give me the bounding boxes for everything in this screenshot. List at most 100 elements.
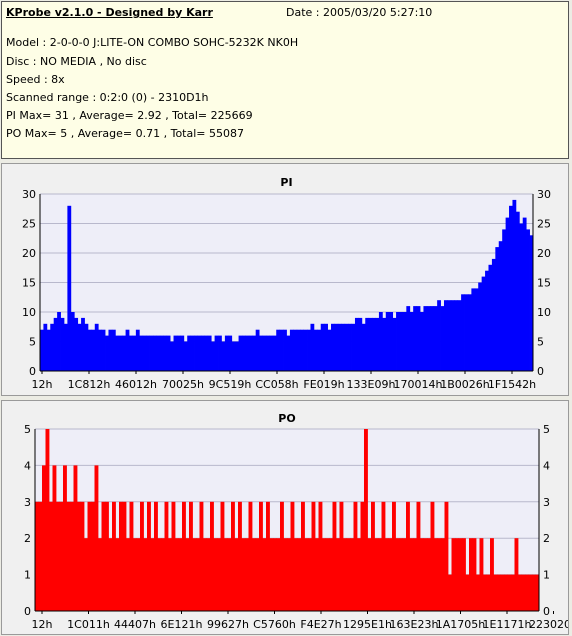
data-bar [493, 574, 498, 611]
data-bar [248, 335, 253, 371]
data-bar [461, 294, 465, 371]
data-bar [504, 574, 508, 611]
data-bar [217, 538, 221, 611]
x-tick-label: 170014h [394, 378, 443, 391]
data-bar [488, 264, 493, 371]
data-bar [98, 538, 102, 611]
y-tick-label-left: 5 [29, 336, 36, 349]
pi-chart-panel: PI 0 0 5 5 10 10 15 15 20 20 25 25 30 30 12h 1C812h 46012… [1, 163, 569, 396]
data-bar [367, 538, 372, 611]
data-bar [171, 501, 176, 611]
data-bar [532, 574, 536, 611]
data-bar [91, 329, 96, 371]
data-bar [512, 199, 517, 371]
data-bar [176, 335, 181, 371]
data-bar [462, 538, 466, 611]
data-bar [94, 323, 99, 371]
data-bar [81, 317, 85, 371]
data-bar [457, 300, 462, 371]
data-bar [413, 306, 417, 371]
data-bar [112, 501, 116, 611]
x-tick-label: 1F1542h [488, 378, 536, 391]
y-tick-label-right: 0 [537, 365, 544, 378]
data-bar [497, 574, 501, 611]
data-bar [334, 323, 339, 371]
data-bar [272, 335, 277, 371]
data-bar [450, 300, 455, 371]
data-bar [164, 501, 169, 611]
data-bar [522, 217, 527, 371]
data-bar [406, 501, 410, 611]
x-tick-label: 70025h [162, 378, 204, 391]
data-bar [56, 501, 60, 611]
data-bar [84, 323, 89, 371]
data-bar [77, 323, 82, 371]
data-bar [101, 501, 106, 611]
data-bar [526, 229, 530, 371]
data-bar [157, 538, 162, 611]
data-bar [389, 312, 394, 371]
data-bar [454, 300, 459, 371]
data-bar [474, 288, 479, 371]
y-tick-label-right: 4 [543, 459, 550, 472]
x-tick-label: 12h [32, 618, 53, 631]
data-bar [276, 538, 281, 611]
data-bar [187, 335, 192, 371]
y-tick-label-left: 5 [24, 423, 31, 436]
data-bar [357, 538, 361, 611]
data-bar [248, 501, 253, 611]
data-bar [207, 335, 212, 371]
data-bar [136, 538, 141, 611]
data-bar [57, 312, 61, 371]
info-speed: Speed : 8x [6, 73, 65, 86]
data-bar [185, 538, 190, 611]
data-bar [101, 329, 106, 371]
x-tick-label: 1295E1h [343, 618, 392, 631]
info-disc: Disc : NO MEDIA , No disc [6, 55, 147, 68]
data-bar [479, 538, 484, 611]
data-bar [252, 335, 257, 371]
data-bar [440, 306, 445, 371]
data-bar [87, 501, 92, 611]
data-bar [245, 538, 249, 611]
x-tick-label: CC058h [255, 378, 298, 391]
data-bar [60, 317, 65, 371]
data-bar [49, 501, 53, 611]
data-bar [129, 501, 134, 611]
data-bar [441, 538, 445, 611]
data-bar [529, 235, 534, 371]
data-bar [354, 317, 359, 371]
y-tick-label-left: 30 [22, 188, 36, 201]
data-bar [495, 247, 500, 371]
data-bar [395, 538, 400, 611]
chart-title: PI [280, 176, 292, 189]
data-bar [465, 574, 470, 611]
data-bar [486, 574, 491, 611]
data-bar [294, 538, 298, 611]
data-bar [214, 335, 219, 371]
data-bar [190, 335, 195, 371]
data-bar [210, 501, 214, 611]
y-tick-label-right: 0 [543, 605, 550, 618]
data-bar [234, 538, 239, 611]
data-bar [472, 538, 477, 611]
data-bar [50, 323, 55, 371]
data-bar [126, 538, 130, 611]
x-tick-label: 223020h [529, 618, 568, 631]
data-bar [220, 501, 225, 611]
info-scanned-range: Scanned range : 0:2:0 (0) - 2310D1h [6, 91, 209, 104]
data-bar [375, 317, 380, 371]
data-bar [528, 574, 533, 611]
data-bar [420, 538, 424, 611]
data-bar [337, 323, 342, 371]
chart-title: PO [278, 412, 295, 425]
data-bar [80, 501, 85, 611]
data-bar [317, 329, 322, 371]
po-chart: PO 0 0 1 1 2 2 3 3 4 4 5 5 12h 1C011h 44407h 6E121h 99627… [24, 412, 568, 631]
data-bar [180, 335, 185, 371]
data-bar [140, 501, 144, 611]
data-bar [392, 501, 396, 611]
info-model: Model : 2-0-0-0 J:LITE-ON COMBO SOHC-523… [6, 36, 299, 49]
data-bar [341, 323, 346, 371]
data-bar [115, 335, 120, 371]
